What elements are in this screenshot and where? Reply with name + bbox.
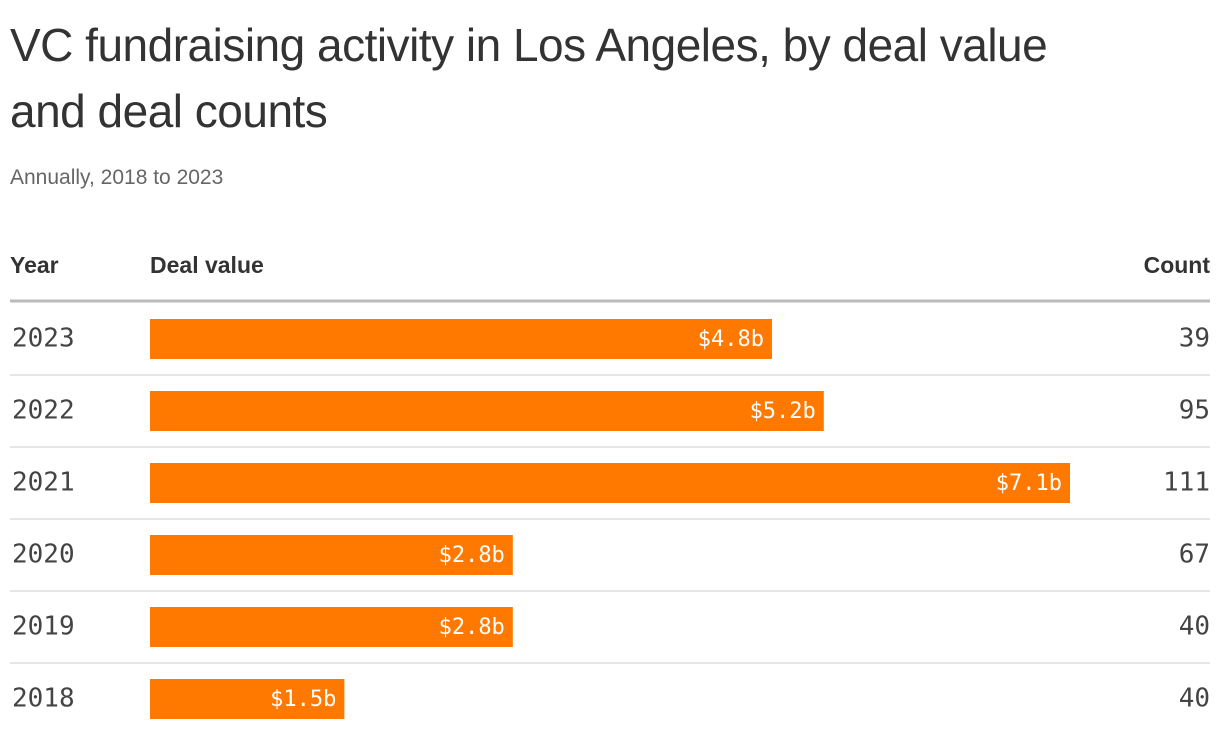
value-label: $4.8b bbox=[698, 327, 764, 352]
count-label: 111 bbox=[1163, 468, 1210, 498]
value-label: $7.1b bbox=[996, 471, 1062, 496]
count-label: 39 bbox=[1179, 324, 1210, 354]
year-label: 2023 bbox=[12, 324, 75, 354]
year-label: 2022 bbox=[12, 396, 75, 426]
count-label: 95 bbox=[1179, 396, 1210, 426]
bar bbox=[150, 391, 824, 431]
count-label: 40 bbox=[1179, 612, 1210, 642]
count-label: 40 bbox=[1179, 684, 1210, 714]
bar bbox=[150, 319, 772, 359]
column-header: Deal value bbox=[150, 252, 264, 278]
year-label: 2021 bbox=[12, 468, 75, 498]
value-label: $1.5b bbox=[270, 687, 336, 712]
year-label: 2018 bbox=[12, 684, 75, 714]
year-label: 2020 bbox=[12, 540, 75, 570]
value-label: $2.8b bbox=[439, 615, 505, 640]
value-label: $2.8b bbox=[439, 543, 505, 568]
column-header: Year bbox=[10, 252, 59, 278]
chart-subtitle: Annually, 2018 to 2023 bbox=[10, 166, 224, 189]
bar bbox=[150, 535, 513, 575]
value-label: $5.2b bbox=[750, 399, 816, 424]
year-label: 2019 bbox=[12, 612, 75, 642]
count-label: 67 bbox=[1179, 540, 1210, 570]
bar bbox=[150, 607, 513, 647]
bar bbox=[150, 679, 345, 719]
column-header: Count bbox=[1144, 252, 1211, 278]
bar bbox=[150, 463, 1070, 503]
chart-title: VC fundraising activity in Los Angeles, … bbox=[10, 19, 1048, 137]
